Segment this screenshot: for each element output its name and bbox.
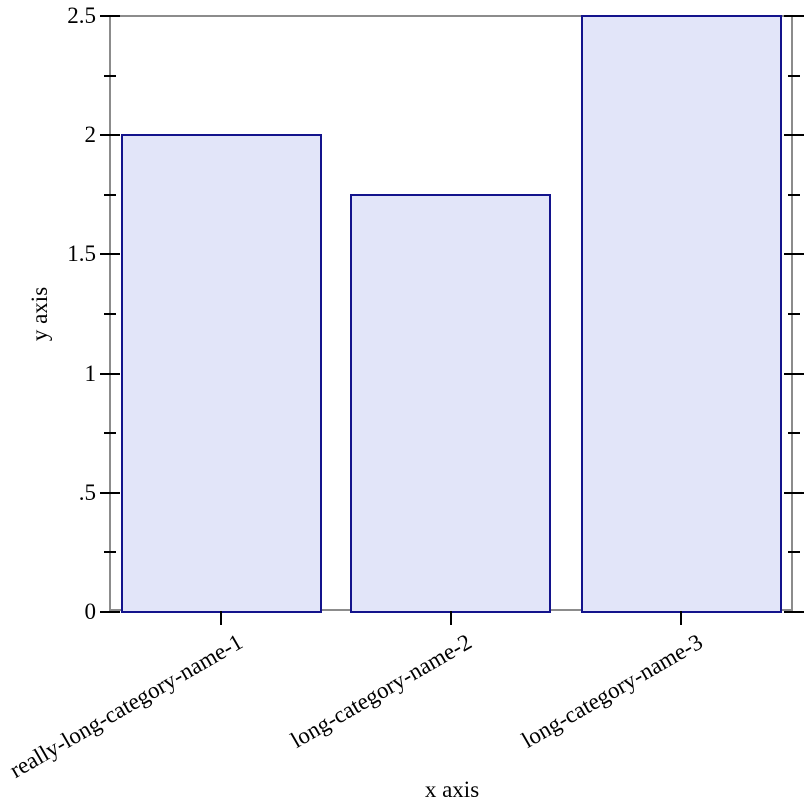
y-axis-far-major-tick [784,611,804,613]
bar-really-long-category-name-1 [120,134,322,613]
bar-long-category-name-2 [350,193,551,613]
y-axis-major-tick [100,611,120,613]
bar-long-category-name-3 [580,15,782,613]
y-tick-label: 1.5 [67,241,96,267]
y-tick-label: .5 [78,479,96,505]
y-axis-major-tick [100,491,120,494]
y-tick-label: 2.5 [67,3,96,28]
y-axis-minor-tick [104,551,116,554]
y-axis-far-major-tick [784,253,804,256]
y-axis-far-minor-tick [788,313,800,315]
x-axis-category-tick [680,611,682,625]
y-axis-far-minor-tick [788,432,800,435]
x-axis-category-tick [220,611,222,625]
category-label: long-category-name-3 [517,629,707,753]
y-axis-far-major-tick [784,15,804,17]
y-axis-minor-tick [104,74,116,77]
x-axis-title: x axis [424,777,480,802]
y-axis-minor-tick [104,432,116,435]
y-axis-far-major-tick [784,372,804,375]
y-tick-label: 0 [84,599,97,624]
y-axis-far-major-tick [784,134,804,137]
y-axis-major-tick [100,372,120,375]
x-axis-category-tick [449,611,452,625]
y-axis-major-tick [100,134,120,137]
y-tick-label: 1 [84,360,97,386]
y-axis-far-minor-tick [788,551,800,554]
y-axis-far-minor-tick [788,74,800,77]
y-tick-label: 2 [84,122,97,148]
y-axis-title: y axis [27,286,52,342]
category-label: really-long-category-name-1 [5,629,247,783]
y-axis-minor-tick [104,193,116,196]
y-axis-major-tick [100,15,120,17]
category-label: long-category-name-2 [286,629,476,753]
y-axis-major-tick [100,253,120,256]
y-axis-minor-tick [104,313,116,315]
y-axis-far-minor-tick [788,193,800,196]
y-axis-far-major-tick [784,491,804,494]
